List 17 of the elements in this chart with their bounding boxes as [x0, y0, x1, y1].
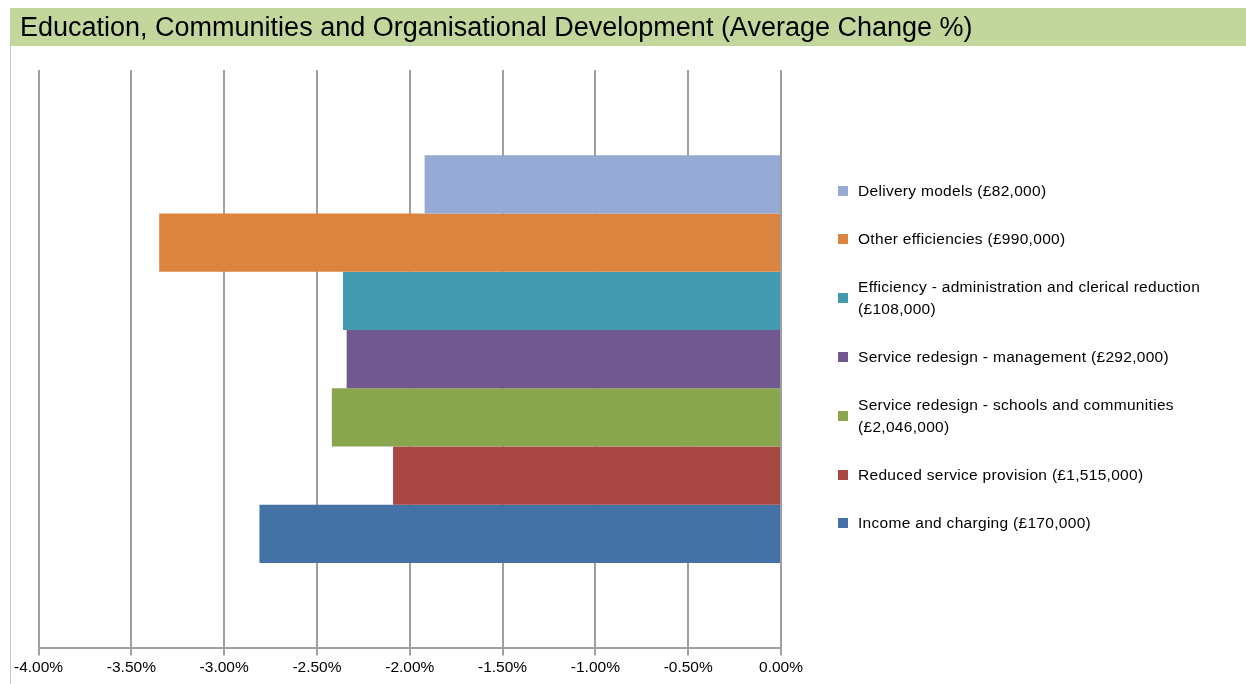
legend-label: Other efficiencies (£990,000) [858, 229, 1066, 249]
x-tick-label: -2.50% [292, 657, 342, 675]
x-tick-label: -0.50% [663, 657, 713, 675]
x-tick-label: -3.00% [199, 657, 249, 675]
x-tick-label: -3.50% [106, 657, 157, 675]
x-tick-label: -1.00% [570, 657, 621, 675]
legend-label: Reduced service provision (£1,515,000) [858, 465, 1144, 485]
x-tick-label: -2.00% [385, 657, 435, 675]
legend-label: Efficiency - administration and clerical reduction (£108,000) [858, 277, 1202, 319]
x-tick-label: 0.00% [759, 657, 804, 675]
x-tick-label: -4.00% [13, 657, 64, 675]
chart-title: Education, Communities and Organisational Development (Average Change %) [10, 8, 1246, 46]
legend-label: Service redesign - schools and communities (£2,046,000) [858, 395, 1175, 437]
legend-label: Income and charging (£170,000) [858, 513, 1092, 533]
legend-label: Delivery models (£82,000) [858, 181, 1047, 201]
legend-label: Service redesign - management (£292,000) [858, 347, 1169, 367]
x-tick-label: -1.50% [478, 657, 528, 675]
